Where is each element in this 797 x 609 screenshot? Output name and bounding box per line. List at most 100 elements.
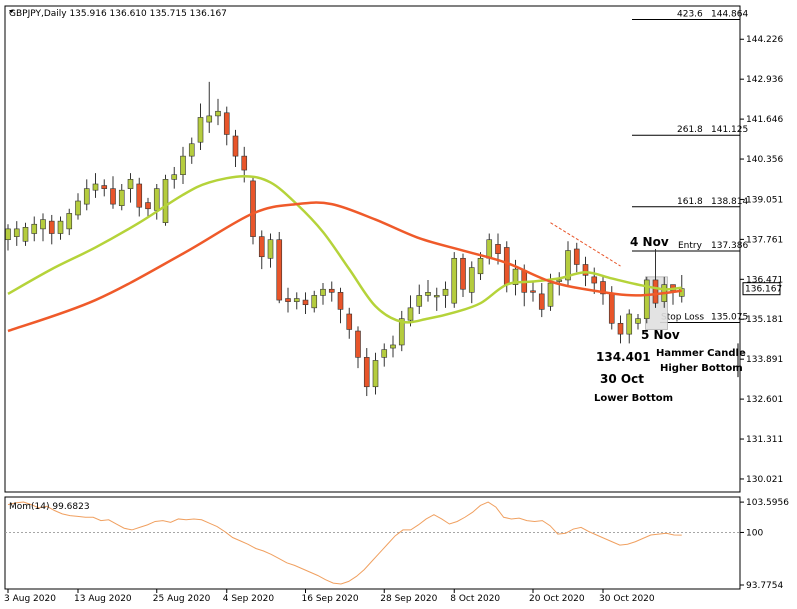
bull-candle (171, 174, 178, 180)
bull-candle (433, 295, 440, 298)
bear-candle (302, 299, 309, 306)
date-tick-label: 20 Oct 2020 (529, 594, 585, 604)
bull-candle (425, 292, 431, 296)
bear-candle (241, 155, 248, 171)
date-tick-label: 16 Sep 2020 (302, 594, 359, 604)
momentum-tick-label: 103.5956 (746, 498, 789, 508)
bear-candle (495, 244, 501, 254)
fib-level-ratio: 161.8 (677, 197, 703, 207)
bull-candle (267, 239, 274, 259)
fib-level-price: 144.864 (711, 9, 748, 19)
bull-candle (92, 183, 99, 191)
date-axis: 3 Aug 2020 13 Aug 2020 25 Aug 2020 4 Sep 20… (4, 589, 655, 604)
bull-candle (486, 239, 493, 259)
bull-candle (66, 213, 73, 230)
bull-candle (153, 188, 160, 211)
bull-candle (565, 250, 571, 281)
symbol-header: GBPJPY,Daily 135.916 136.610 135.715 136… (9, 9, 227, 19)
date-tick-label: 13 Aug 2020 (74, 594, 132, 604)
bull-candle (5, 228, 11, 241)
bear-candle (460, 257, 466, 290)
bear-candle (355, 330, 361, 358)
fib-level-ratio: Stop Loss (661, 313, 704, 323)
bull-candle (293, 298, 300, 302)
trend-line (550, 222, 621, 267)
bull-candle (407, 307, 414, 321)
bull-candle (372, 360, 379, 388)
bull-candle (416, 295, 423, 307)
momentum-panel-frame (4, 496, 741, 590)
bear-candle (363, 357, 370, 388)
bull-candle (215, 110, 221, 117)
price-tick-label: 131.311 (746, 435, 783, 445)
price-tick-label: 142.936 (746, 75, 783, 85)
momentum-title: Mom(14) 99.6823 (9, 502, 90, 512)
bear-candle (538, 293, 545, 310)
bull-candle (206, 115, 213, 123)
bull-candle (118, 189, 125, 206)
bull-candle (626, 313, 633, 335)
annotation-4-nov: 4 Nov (630, 235, 669, 249)
annotation-30-oct: 30 Oct (600, 372, 644, 386)
bull-candle (83, 188, 90, 205)
price-tick-label: 136.471 (746, 275, 783, 285)
bear-candle (530, 290, 536, 293)
bear-candle (346, 313, 353, 330)
bear-candle (608, 293, 615, 324)
bull-candle (477, 257, 484, 275)
price-tick-label: 140.356 (746, 155, 783, 165)
annotation-price-low: 134.401 (596, 350, 651, 364)
bear-candle (600, 281, 606, 295)
date-tick-label: 8 Oct 2020 (450, 594, 500, 604)
bull-candle (127, 179, 134, 189)
bear-candle (617, 322, 624, 335)
bull-candle (197, 117, 204, 143)
bull-candle (320, 288, 326, 296)
price-tick-label: 144.226 (746, 35, 783, 45)
bear-candle (258, 236, 265, 258)
bull-candle (57, 220, 64, 234)
bear-candle (285, 298, 291, 302)
bull-candle (75, 200, 81, 216)
bull-candle (643, 279, 650, 319)
bear-candle (145, 202, 151, 210)
candles (5, 81, 685, 397)
annotation-5-nov: 5 Nov (641, 328, 680, 342)
bull-candle (13, 228, 20, 237)
fib-level-price: 141.125 (711, 125, 748, 135)
momentum-indicator (5, 501, 740, 585)
annotation-higher-bottom: Higher Bottom (660, 363, 743, 374)
moving-averages (7, 175, 682, 333)
bear-candle (652, 279, 659, 304)
bear-candle (582, 264, 589, 276)
bear-candle (101, 185, 108, 189)
price-axis: 144.226 142.936 141.646 140.356 139.051 137.7… (739, 6, 783, 492)
price-tick-label: 139.051 (746, 195, 783, 205)
date-tick-label: 28 Sep 2020 (380, 594, 437, 604)
bull-candle (31, 223, 38, 234)
bear-candle (136, 183, 143, 208)
slow-moving-average (7, 201, 682, 333)
bear-candle (232, 135, 239, 157)
momentum-tick-label: 93.7754 (746, 581, 783, 591)
price-tick-label: 130.021 (746, 475, 783, 485)
bear-candle (276, 239, 283, 301)
price-tick-label: 141.646 (746, 115, 783, 125)
date-tick-label: 3 Aug 2020 (4, 594, 56, 604)
bull-candle (547, 282, 554, 307)
bull-candle (398, 318, 405, 346)
fib-level-price: 137.386 (711, 241, 748, 251)
bear-candle (110, 188, 116, 205)
bear-candle (573, 248, 580, 265)
price-tick-label: 135.181 (746, 315, 783, 325)
bull-candle (468, 267, 475, 293)
price-tick-label: 132.601 (746, 395, 783, 405)
main-panel-frame (4, 5, 741, 493)
annotation-hammer-candle: Hammer Candle (656, 348, 746, 359)
momentum-tick-label: 100 (746, 528, 763, 538)
bear-candle (250, 180, 256, 237)
fib-level-ratio: 423.6 (677, 9, 703, 19)
bull-candle (180, 155, 186, 176)
price-tick-label: 137.761 (746, 235, 783, 245)
